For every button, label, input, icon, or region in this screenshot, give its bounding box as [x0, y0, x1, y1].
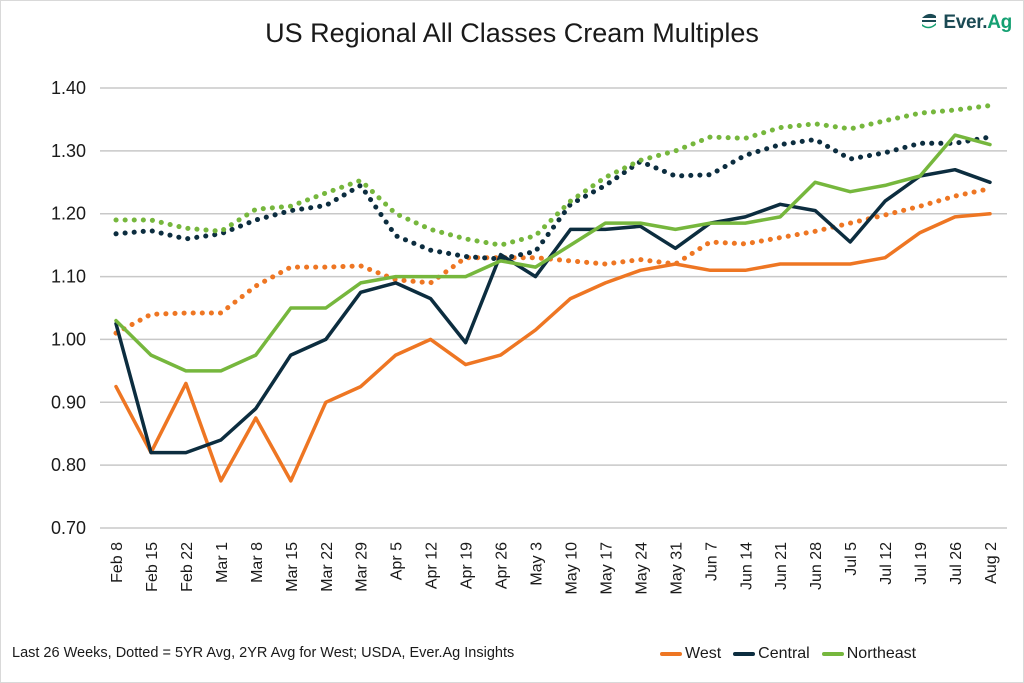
legend-item-central: Central — [733, 645, 810, 663]
chart-title: US Regional All Classes Cream Multiples — [265, 18, 759, 48]
x-tick-label: Feb 15 — [144, 542, 161, 592]
y-tick-label: 1.30 — [51, 141, 86, 161]
chart-legend: West Central Northeast — [660, 645, 916, 663]
x-tick-label: Jul 12 — [878, 542, 895, 585]
x-tick-label: Apr 5 — [389, 542, 406, 580]
x-tick-label: Mar 8 — [249, 542, 266, 583]
x-tick-label: Jun 14 — [738, 542, 755, 590]
legend-label: Northeast — [846, 645, 917, 662]
x-tick-label: Jun 28 — [808, 542, 825, 590]
x-tick-label: Mar 22 — [319, 542, 336, 592]
series-line-northeast — [114, 133, 992, 373]
x-tick-label: Aug 2 — [983, 542, 1000, 584]
ever-ag-leaf-icon — [919, 10, 939, 35]
series-line-northeast-5yr-avg — [113, 103, 993, 248]
y-tick-label: 0.70 — [51, 518, 86, 538]
y-tick-label: 1.40 — [51, 78, 86, 98]
ever-ag-logo: Ever.Ag — [919, 10, 1012, 35]
y-tick-label: 0.80 — [51, 455, 86, 475]
x-tick-label: Jun 21 — [773, 542, 790, 590]
legend-item-west: West — [660, 645, 721, 663]
x-tick-label: May 17 — [598, 542, 615, 595]
x-tick-label: Apr 26 — [494, 542, 511, 589]
y-tick-label: 1.00 — [51, 329, 86, 349]
x-tick-label: Feb 22 — [179, 542, 196, 592]
legend-swatch — [733, 652, 756, 656]
legend-item-northeast: Northeast — [821, 645, 917, 663]
series-line-central — [114, 167, 992, 455]
x-tick-label: Feb 8 — [109, 542, 126, 583]
x-tick-label: May 31 — [668, 542, 685, 595]
legend-label: West — [685, 645, 722, 662]
x-tick-label: Jun 7 — [703, 542, 720, 581]
legend-label: Central — [758, 645, 810, 662]
logo-text: Ever.Ag — [943, 11, 1012, 33]
x-tick-label: Mar 29 — [354, 542, 371, 592]
legend-swatch — [821, 652, 844, 656]
y-tick-label: 1.10 — [51, 267, 86, 287]
footer-note: Last 26 Weeks, Dotted = 5YR Avg, 2YR Avg… — [12, 645, 515, 661]
x-tick-label: Apr 12 — [424, 542, 441, 589]
x-tick-label: May 10 — [563, 542, 580, 595]
x-tick-label: May 3 — [529, 542, 546, 586]
series-line-west — [114, 211, 992, 483]
x-tick-label: Mar 1 — [214, 542, 231, 583]
legend-swatch — [660, 652, 682, 656]
y-tick-label: 0.90 — [51, 392, 86, 412]
y-tick-label: 1.20 — [51, 204, 86, 224]
x-tick-label: Jul 26 — [948, 542, 965, 585]
x-tick-label: Jul 5 — [843, 542, 860, 576]
x-tick-label: May 24 — [633, 542, 650, 595]
x-tick-label: Apr 19 — [459, 542, 476, 589]
x-tick-label: Mar 15 — [284, 542, 301, 592]
series-line-central-5yr-avg — [113, 134, 993, 262]
x-tick-label: Jul 19 — [913, 542, 930, 585]
